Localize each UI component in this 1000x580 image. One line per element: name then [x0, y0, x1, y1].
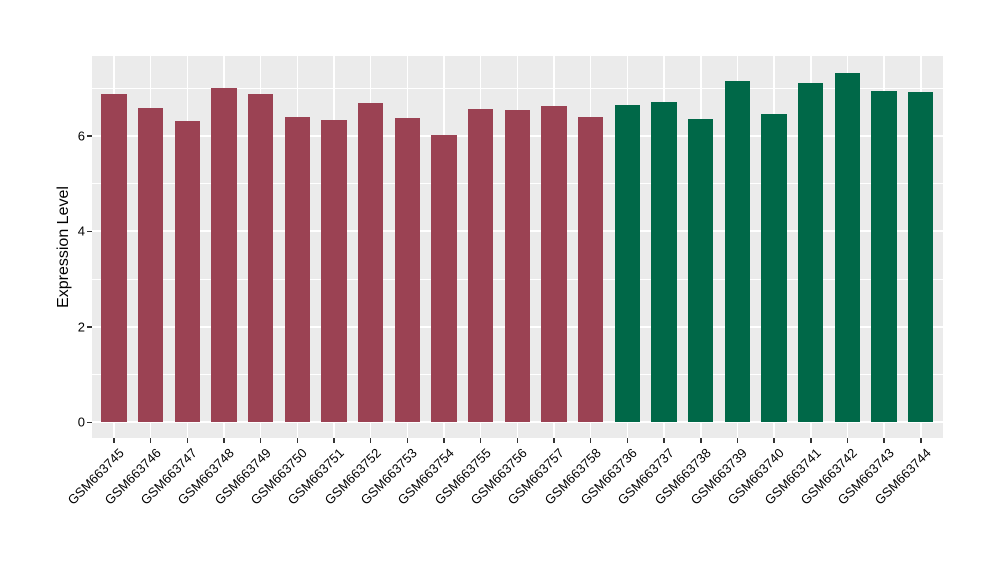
plot-panel	[92, 56, 943, 438]
bar-GSM663748	[211, 88, 237, 423]
x-tick-mark	[626, 438, 629, 443]
bar-GSM663757	[541, 106, 567, 423]
bar-GSM663749	[247, 94, 274, 423]
x-tick-mark	[479, 438, 482, 443]
bar-GSM663752	[358, 103, 384, 423]
x-tick-mark	[149, 438, 152, 443]
bar-GSM663747	[174, 121, 201, 423]
x-tick-mark	[296, 438, 299, 443]
bar-GSM663745	[101, 94, 127, 423]
x-tick-mark	[406, 438, 409, 443]
x-tick-mark	[810, 438, 812, 443]
bar-GSM663744	[908, 92, 934, 423]
x-tick-mark	[223, 438, 225, 443]
y-tick-mark	[87, 135, 92, 137]
y-tick-label: 4	[77, 223, 85, 239]
bar-GSM663755	[468, 108, 494, 423]
x-tick-mark	[333, 438, 335, 443]
x-tick-mark	[773, 438, 775, 443]
x-tick-mark	[920, 438, 922, 443]
bar-GSM663738	[688, 118, 714, 423]
x-tick-mark	[553, 438, 555, 443]
y-tick-mark	[87, 326, 92, 328]
bar-GSM663758	[578, 116, 604, 423]
y-tick-label: 6	[77, 128, 85, 144]
y-tick-mark	[87, 230, 92, 233]
bar-GSM663751	[321, 119, 347, 423]
y-axis-title-text: Expression Level	[55, 186, 72, 308]
x-tick-mark	[883, 438, 885, 443]
bar-GSM663742	[834, 73, 861, 423]
bar-GSM663737	[651, 102, 677, 423]
x-tick-mark	[443, 438, 445, 443]
bar-GSM663753	[394, 117, 421, 423]
bar-GSM663750	[284, 116, 311, 423]
x-tick-mark	[113, 438, 115, 443]
bar-GSM663754	[431, 134, 457, 423]
bar-GSM663740	[761, 114, 787, 423]
bar-GSM663736	[614, 105, 641, 423]
bar-GSM663739	[724, 81, 751, 423]
x-tick-mark	[369, 438, 372, 443]
x-tick-mark	[736, 438, 739, 443]
y-tick-mark	[87, 421, 92, 424]
bar-GSM663743	[871, 91, 897, 423]
bar-GSM663741	[798, 83, 824, 423]
y-axis-title: Expression Level	[51, 56, 77, 438]
x-tick-mark	[259, 438, 262, 443]
x-tick-mark	[846, 438, 849, 443]
x-tick-mark	[663, 438, 665, 443]
bar-GSM663746	[137, 107, 164, 423]
bar-GSM663756	[504, 110, 531, 423]
x-tick-mark	[589, 438, 592, 443]
y-tick-label: 2	[77, 319, 85, 335]
x-tick-mark	[186, 438, 189, 443]
x-tick-mark	[700, 438, 702, 443]
x-tick-mark	[516, 438, 519, 443]
y-tick-label: 0	[77, 414, 85, 430]
